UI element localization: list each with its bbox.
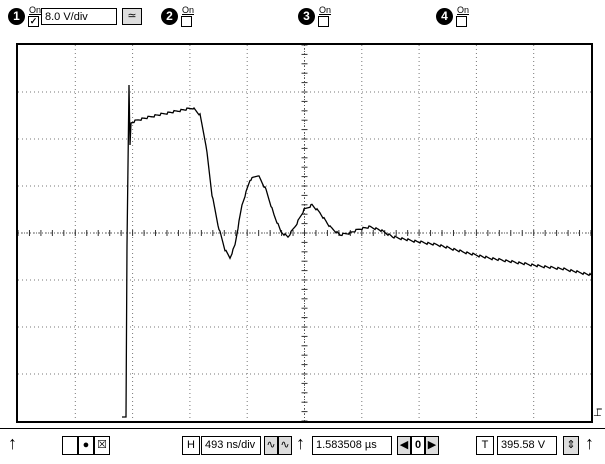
waveform-svg (18, 45, 591, 421)
channel-4-on-checkbox[interactable] (456, 16, 467, 27)
channel-4-on-label: On (457, 5, 470, 15)
arrow-up-icon[interactable]: ↑ (8, 433, 17, 453)
channel-2-number: 2 (161, 8, 178, 25)
channel-toolbar: 1 On ✓ 8.0 V/div ≃ 2 On 3 On 4 On (0, 0, 605, 42)
channel-4-number: 4 (436, 8, 453, 25)
step-value: 0 (411, 436, 425, 455)
channel-1-vdiv-field[interactable]: 8.0 V/div (41, 8, 117, 25)
timebase-mode-button[interactable]: ∿ (264, 436, 278, 455)
step-left-button[interactable]: ◀ (397, 436, 411, 455)
graticule (18, 45, 591, 421)
acquire-stop-button[interactable]: ☒ (94, 436, 110, 455)
timebase-h-label: H (182, 436, 200, 455)
channel-3-on-label: On (319, 5, 332, 15)
trigger-adjust-button[interactable]: ⇕ (563, 436, 579, 455)
step-right-button[interactable]: ▶ (425, 436, 439, 455)
timebase-ns-div-field[interactable]: 493 ns/div (201, 436, 261, 455)
channel-2-on-label: On (182, 5, 195, 15)
oscilloscope-display[interactable] (16, 43, 593, 423)
timebase-toolbar: ↑ ● ☒ H 493 ns/div ∿ ∿ ↑ 1.583508 µs ◀ 0… (0, 428, 605, 464)
timebase-position-field[interactable]: 1.583508 µs (312, 436, 392, 455)
trigger-marker-icon: ⊥̅ (593, 408, 602, 419)
acquire-single-button[interactable] (62, 436, 78, 455)
timebase-wave-button[interactable]: ∿ (278, 436, 292, 455)
channel-3-number: 3 (298, 8, 315, 25)
channel-1-on-label: On (29, 5, 42, 15)
waveform-trace (122, 84, 591, 418)
arrow-up-icon[interactable]: ↑ (585, 433, 594, 453)
trigger-level-field[interactable]: 395.58 V (497, 436, 557, 455)
arrow-up-icon[interactable]: ↑ (296, 433, 305, 453)
acquire-run-button[interactable]: ● (78, 436, 94, 455)
channel-1-coupling-button[interactable]: ≃ (122, 8, 142, 25)
channel-2-on-checkbox[interactable] (181, 16, 192, 27)
channel-3-on-checkbox[interactable] (318, 16, 329, 27)
trigger-t-label: T (476, 436, 494, 455)
channel-1-on-checkbox[interactable]: ✓ (28, 16, 39, 27)
channel-1-number: 1 (8, 8, 25, 25)
